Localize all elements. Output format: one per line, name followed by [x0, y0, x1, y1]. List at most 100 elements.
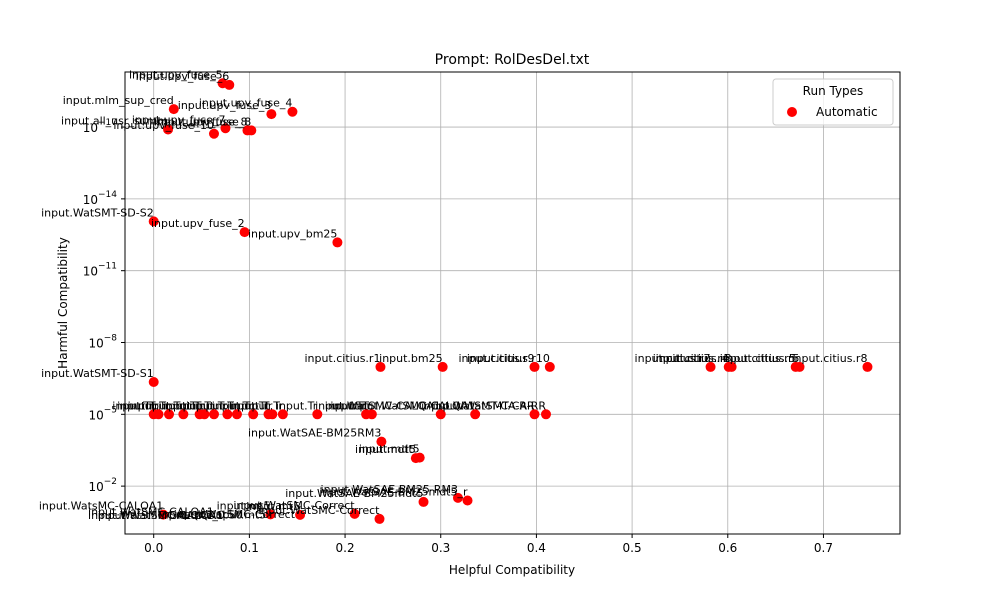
data-point — [246, 125, 257, 136]
data-point — [540, 409, 551, 420]
point-label: input.mlm_sup_cred — [63, 94, 174, 107]
point-label: input.upv_fuse_3 — [178, 99, 272, 112]
x-axis-ticks: 0.0 0.1 0.2 0.3 0.4 0.5 0.6 0.7 — [144, 534, 833, 555]
y-tick-label: 10−11 — [83, 262, 117, 279]
data-point — [332, 237, 343, 248]
data-point — [267, 409, 278, 420]
point-label: input.Tr — [128, 399, 170, 412]
data-point — [287, 106, 298, 117]
point-label: input.Tr — [112, 399, 154, 412]
point-label: input.mt5 — [217, 499, 271, 512]
data-point — [435, 409, 446, 420]
point-label: input.upv_fuse_10 — [113, 119, 214, 132]
point-label: input.upv_fuse_5 — [129, 68, 223, 81]
data-point — [148, 376, 159, 387]
grid-lines — [125, 72, 900, 534]
data-point — [168, 104, 179, 115]
point-label: input.Tr — [325, 399, 367, 412]
point-label: input.WatSAE-BM25mdt5 — [285, 487, 423, 500]
data-point — [312, 409, 323, 420]
data-point — [248, 409, 259, 420]
point-label: input.WatSMT-CA-RR — [421, 399, 535, 412]
point-label: input.upv_fuse_2 — [151, 217, 245, 230]
data-point — [462, 495, 473, 506]
data-point — [794, 361, 805, 372]
point-label: input.Tr — [163, 399, 205, 412]
data-point — [239, 227, 250, 238]
point-label: input.WatSAE-BM25mdt5_r — [319, 485, 468, 498]
point-label: input.upv_bm25 — [248, 227, 337, 240]
point-label: input.WatsMC-CALQA1 — [39, 500, 163, 513]
data-point — [222, 409, 233, 420]
point-label: input.Tr — [231, 399, 273, 412]
point-label: input.WatSMC-CALQA1 — [98, 509, 224, 522]
data-point — [220, 123, 231, 134]
data-point — [224, 79, 235, 90]
point-label: input.citius.r10 — [467, 352, 550, 365]
data-point — [375, 361, 386, 372]
data-point — [266, 109, 277, 120]
point-label: input.WatSMC-CALQA1 — [88, 505, 214, 518]
data-point — [178, 409, 189, 420]
x-tick-label: 0.4 — [527, 541, 546, 555]
data-points — [148, 78, 873, 524]
data-point — [544, 361, 555, 372]
point-label: input.citius.r5 — [724, 352, 800, 365]
data-point — [414, 452, 425, 463]
point-label: input.WatSAE-BM25RM3 — [248, 427, 381, 440]
data-point — [862, 361, 873, 372]
point-label: input.upv_fuse_6 — [136, 70, 230, 83]
point-label: input.Tr — [117, 399, 159, 412]
point-label: input.citius.r5 — [720, 352, 796, 365]
legend: Run Types Automatic — [772, 78, 894, 126]
data-point — [158, 509, 169, 520]
data-point — [231, 409, 242, 420]
data-point — [529, 409, 540, 420]
point-label: input.WatSMC-CALQA1 — [350, 399, 476, 412]
data-point — [277, 409, 288, 420]
data-point — [164, 409, 175, 420]
point-label: input.Tr — [196, 399, 238, 412]
point-label: input.mdt5 — [359, 443, 420, 456]
point-label: input.Tr — [173, 399, 215, 412]
data-point — [295, 509, 306, 520]
data-point — [374, 513, 385, 524]
data-point — [208, 128, 219, 139]
point-label: input.Tr — [158, 399, 200, 412]
y-tick-label: 10−8 — [88, 333, 117, 350]
legend-marker — [787, 107, 797, 117]
data-point — [376, 436, 387, 447]
point-label: input.Tr — [276, 399, 318, 412]
point-label: input.upv_fuse_4 — [199, 97, 293, 110]
x-tick-label: 0.6 — [718, 541, 737, 555]
legend-entry-automatic: Automatic — [816, 105, 878, 119]
point-label: input.citius.r9 — [459, 352, 535, 365]
point-labels: input.WatsMC-CALQA1 input.mt5input.mt5inp… — [39, 68, 868, 522]
point-label: input.Tr — [330, 399, 372, 412]
data-point — [726, 361, 737, 372]
point-label: input.citius.r3 — [656, 352, 732, 365]
point-label: input.WatSMC-CALQA1 — [88, 509, 214, 522]
point-label: input.WatSMC-Correct — [233, 499, 355, 512]
point-label: input.upv_fuse_8 — [158, 115, 252, 128]
point-label: input.mt5_0.50 — [159, 509, 243, 522]
data-point — [452, 492, 463, 503]
x-tick-label: 0.2 — [336, 541, 355, 555]
x-tick-label: 0.7 — [814, 541, 833, 555]
point-label: input.mdt5 — [355, 443, 416, 456]
data-point — [265, 509, 276, 520]
chart-title: Prompt: RolDesDel.txt — [435, 52, 590, 68]
data-point — [437, 361, 448, 372]
point-label: input.Tr — [241, 399, 283, 412]
point-label: input.Tr — [227, 399, 269, 412]
point-label: input.WatSMT-SD-S1 — [41, 367, 154, 380]
point-label: input.WatSMC-CALQA1 — [315, 399, 441, 412]
data-point — [470, 409, 481, 420]
data-point — [705, 361, 716, 372]
data-point — [163, 124, 174, 135]
point-label: input.WatSMC-Correct — [174, 508, 296, 521]
point-label: input.WatSMC-Correct — [258, 504, 380, 517]
legend-box — [772, 78, 894, 126]
